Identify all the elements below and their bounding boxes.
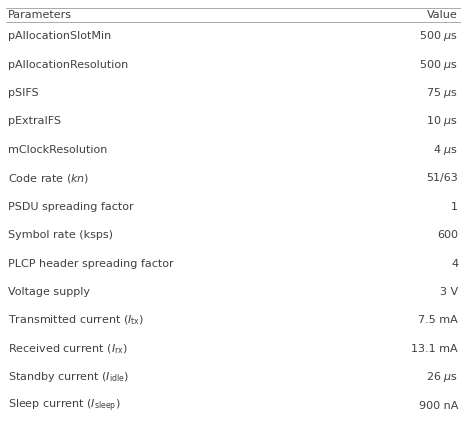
Text: 4 $\mu$s: 4 $\mu$s — [433, 143, 458, 157]
Text: 10 $\mu$s: 10 $\mu$s — [426, 114, 458, 128]
Text: 500 $\mu$s: 500 $\mu$s — [419, 29, 458, 43]
Text: Value: Value — [427, 10, 458, 20]
Text: PSDU spreading factor: PSDU spreading factor — [8, 202, 134, 212]
Text: 600: 600 — [437, 230, 458, 240]
Text: 900 nA: 900 nA — [419, 401, 458, 410]
Text: pAllocationSlotMin: pAllocationSlotMin — [8, 31, 111, 41]
Text: 75 $\mu$s: 75 $\mu$s — [426, 86, 458, 100]
Text: PLCP header spreading factor: PLCP header spreading factor — [8, 259, 173, 268]
Text: Code rate ($kn$): Code rate ($kn$) — [8, 172, 89, 185]
Text: mClockResolution: mClockResolution — [8, 145, 107, 155]
Text: 7.5 mA: 7.5 mA — [418, 315, 458, 325]
Text: Parameters: Parameters — [8, 10, 72, 20]
Text: Standby current ($I_{\mathrm{idle}}$): Standby current ($I_{\mathrm{idle}}$) — [8, 370, 129, 384]
Text: 51/63: 51/63 — [426, 173, 458, 183]
Text: pSIFS: pSIFS — [8, 88, 39, 98]
Text: Transmitted current ($I_{\mathrm{tx}}$): Transmitted current ($I_{\mathrm{tx}}$) — [8, 313, 144, 327]
Text: Voltage supply: Voltage supply — [8, 287, 90, 297]
Text: Sleep current ($I_{\mathrm{sleep}}$): Sleep current ($I_{\mathrm{sleep}}$) — [8, 397, 121, 414]
Text: 26 $\mu$s: 26 $\mu$s — [426, 370, 458, 384]
Text: 13.1 mA: 13.1 mA — [411, 344, 458, 354]
Text: Symbol rate (ksps): Symbol rate (ksps) — [8, 230, 113, 240]
Text: Received current ($I_{\mathrm{rx}}$): Received current ($I_{\mathrm{rx}}$) — [8, 342, 128, 356]
Text: 1: 1 — [451, 202, 458, 212]
Text: 500 $\mu$s: 500 $\mu$s — [419, 58, 458, 72]
Text: 4: 4 — [451, 259, 458, 268]
Text: 3 V: 3 V — [440, 287, 458, 297]
Text: pAllocationResolution: pAllocationResolution — [8, 60, 128, 70]
Text: pExtraIFS: pExtraIFS — [8, 117, 61, 126]
